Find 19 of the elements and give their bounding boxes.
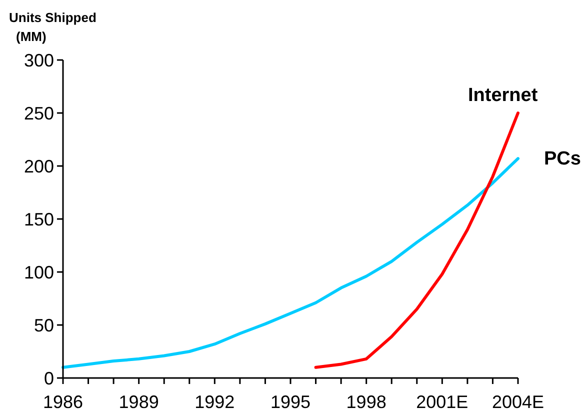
y-tick-label: 150 [24, 209, 54, 230]
y-tick-label: 100 [24, 262, 54, 282]
y-tick-label: 200 [24, 156, 54, 176]
x-tick-label: 2004E [492, 392, 544, 412]
line-series [62, 157, 520, 369]
y-tick-label: 50 [34, 315, 54, 336]
y-tick-label: 0 [44, 368, 54, 388]
x-tick-label: 1998 [346, 392, 386, 412]
x-tick-label: 2001E [416, 392, 468, 412]
series-label: PCs [544, 148, 581, 170]
x-tick-label: 1986 [42, 392, 84, 412]
x-tick-label: 1995 [270, 392, 311, 412]
y-axis-title: Units Shipped (MM) [9, 10, 96, 44]
line-series [314, 112, 520, 369]
x-tick-label: 1992 [194, 392, 235, 412]
series-label: Internet [468, 85, 538, 106]
y-tick-label: 250 [24, 103, 54, 124]
x-tick-label: 1989 [118, 392, 159, 412]
y-tick-label: 300 [24, 50, 54, 70]
